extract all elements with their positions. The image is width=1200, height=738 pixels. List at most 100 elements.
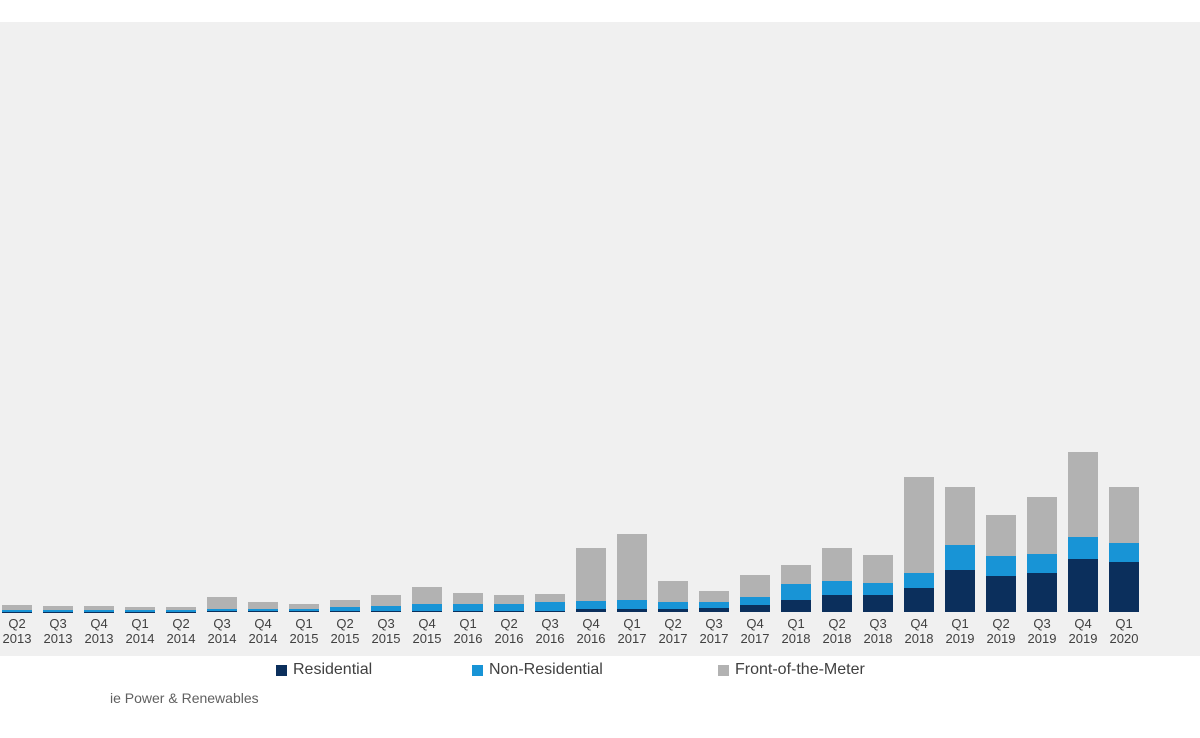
legend-swatch [718,665,729,676]
bar-group [617,534,647,612]
bar-segment [617,534,647,599]
x-axis-label: Q42014 [243,616,283,646]
bar-group [822,548,852,612]
bar-segment [822,595,852,612]
bar-segment [453,593,483,604]
x-axis-label: Q22013 [0,616,37,646]
bar-segment [494,595,524,603]
bar-segment [945,570,975,612]
bar-group [904,477,934,612]
bar-segment [945,545,975,570]
chart-area: Q22013Q32013Q42013Q12014Q22014Q32014Q420… [0,22,1200,656]
x-axis-label: Q12016 [448,616,488,646]
x-axis-label: Q32016 [530,616,570,646]
bar-segment [535,611,565,612]
bar-segment [1068,537,1098,559]
x-axis-label: Q22016 [489,616,529,646]
legend-item: Front-of-the-Meter [718,661,865,679]
bar-segment [330,611,360,612]
bar-segment [1109,543,1139,562]
bar-group [2,605,32,612]
legend-swatch [276,665,287,676]
x-axis-label: Q12019 [940,616,980,646]
x-axis-label: Q22017 [653,616,693,646]
bar-segment [740,605,770,612]
bar-segment [535,602,565,610]
bar-group [699,591,729,612]
bar-segment [412,604,442,611]
bar-segment [576,609,606,612]
bar-group [330,600,360,612]
bar-group [576,548,606,612]
bar-segment [740,597,770,605]
bar-segment [658,602,688,609]
x-axis-label: Q42016 [571,616,611,646]
bar-segment [863,583,893,595]
x-axis-label: Q42013 [79,616,119,646]
x-axis-label: Q32013 [38,616,78,646]
bar-segment [781,600,811,612]
x-axis-label: Q32015 [366,616,406,646]
bar-group [986,515,1016,612]
bar-segment [207,611,237,612]
bar-group [412,587,442,612]
x-axis-label: Q22018 [817,616,857,646]
x-axis-label: Q12020 [1104,616,1144,646]
bar-segment [371,611,401,612]
bar-segment [699,608,729,612]
bar-segment [740,575,770,597]
bar-group [740,575,770,612]
bar-group [1068,452,1098,612]
legend: Residential Non-Residential Front-of-the-M… [0,658,1200,682]
x-axis-label: Q32017 [694,616,734,646]
bar-segment [658,609,688,612]
bar-segment [986,556,1016,575]
bar-segment [494,604,524,611]
bar-segment [1027,573,1057,612]
bar-group [494,595,524,612]
bar-segment [986,576,1016,612]
x-axis-label: Q22015 [325,616,365,646]
bar-group [125,607,155,612]
x-axis-label: Q42015 [407,616,447,646]
bar-segment [1068,452,1098,537]
legend-item: Residential [276,661,372,679]
x-axis-label: Q12015 [284,616,324,646]
x-axis-label: Q22019 [981,616,1021,646]
legend-item: Non-Residential [472,661,603,679]
bar-segment [904,477,934,573]
bar-segment [207,597,237,608]
bar-segment [945,487,975,545]
bar-segment [248,611,278,612]
x-axis-label: Q32014 [202,616,242,646]
x-axis-label: Q32018 [858,616,898,646]
bar-segment [289,611,319,612]
bar-group [945,487,975,612]
source-text: ie Power & Renewables [0,690,259,706]
x-axis-label: Q12014 [120,616,160,646]
bar-segment [1068,559,1098,612]
x-axis-label: Q12017 [612,616,652,646]
bar-segment [576,601,606,609]
bar-group [863,555,893,612]
bar-segment [453,604,483,611]
bar-segment [1027,497,1057,554]
bar-group [453,593,483,612]
bar-segment [863,595,893,612]
x-axis-label: Q42017 [735,616,775,646]
bar-segment [658,581,688,602]
bar-segment [617,609,647,612]
bar-group [84,606,114,612]
bar-group [248,602,278,612]
bar-segment [535,594,565,602]
bar-group [1109,487,1139,612]
bar-segment [699,591,729,602]
bar-segment [822,581,852,595]
legend-label: Front-of-the-Meter [735,661,865,679]
bar-segment [1109,487,1139,543]
bar-group [43,606,73,612]
bar-segment [1027,554,1057,573]
bar-segment [781,584,811,599]
bar-segment [781,565,811,584]
bar-segment [412,587,442,604]
